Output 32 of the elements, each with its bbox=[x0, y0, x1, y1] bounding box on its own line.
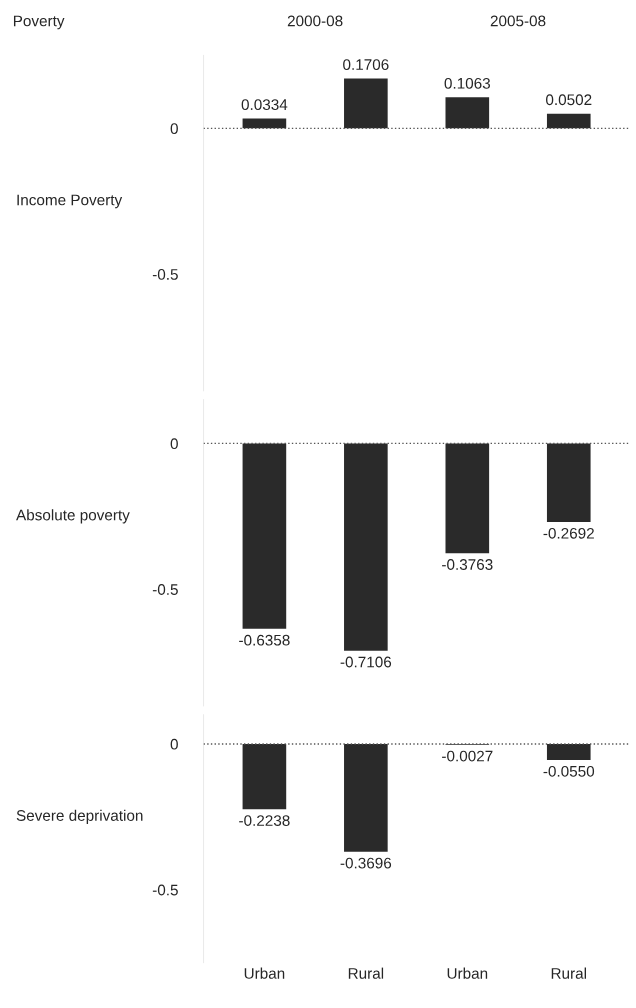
data-label: 0.0334 bbox=[241, 99, 288, 111]
bar bbox=[445, 97, 490, 129]
data-label: -0.2238 bbox=[239, 815, 290, 826]
y-tick-label: -0.5 bbox=[152, 884, 178, 896]
data-label: -0.6358 bbox=[239, 634, 290, 646]
data-label: -0.3763 bbox=[442, 559, 493, 570]
data-label: -0.3696 bbox=[340, 857, 392, 869]
x-tick-label: Rural bbox=[551, 967, 586, 979]
data-label: -0.0027 bbox=[442, 750, 493, 762]
bar bbox=[546, 113, 591, 129]
data-label: -0.2692 bbox=[543, 527, 594, 539]
y-tick-label: -0.5 bbox=[152, 584, 178, 595]
text: 2000-08 bbox=[287, 15, 343, 27]
y-axis-title: Income Poverty bbox=[17, 194, 123, 209]
bar bbox=[344, 78, 388, 129]
data-label: -0.0550 bbox=[543, 765, 595, 777]
y-axis-title: Absolute poverty bbox=[16, 509, 130, 524]
x-tick-label: Urban bbox=[447, 967, 488, 979]
y-tick-label: 0 bbox=[170, 438, 178, 450]
x-tick-label: Urban bbox=[244, 967, 285, 979]
y-tick-label: 0 bbox=[170, 738, 178, 750]
data-label: 0.1706 bbox=[343, 59, 389, 71]
data-label: 0.0502 bbox=[546, 94, 592, 106]
y-axis-title: Severe deprivation bbox=[16, 809, 143, 824]
text: 2005-08 bbox=[490, 15, 546, 27]
bar bbox=[242, 118, 287, 129]
y-tick-label: -0.5 bbox=[152, 269, 178, 280]
data-label: 0.1063 bbox=[444, 77, 490, 89]
text: Poverty bbox=[13, 15, 65, 30]
y-tick-label: 0 bbox=[170, 123, 178, 135]
x-tick-label: Rural bbox=[348, 967, 384, 979]
data-label: -0.7106 bbox=[340, 656, 392, 668]
